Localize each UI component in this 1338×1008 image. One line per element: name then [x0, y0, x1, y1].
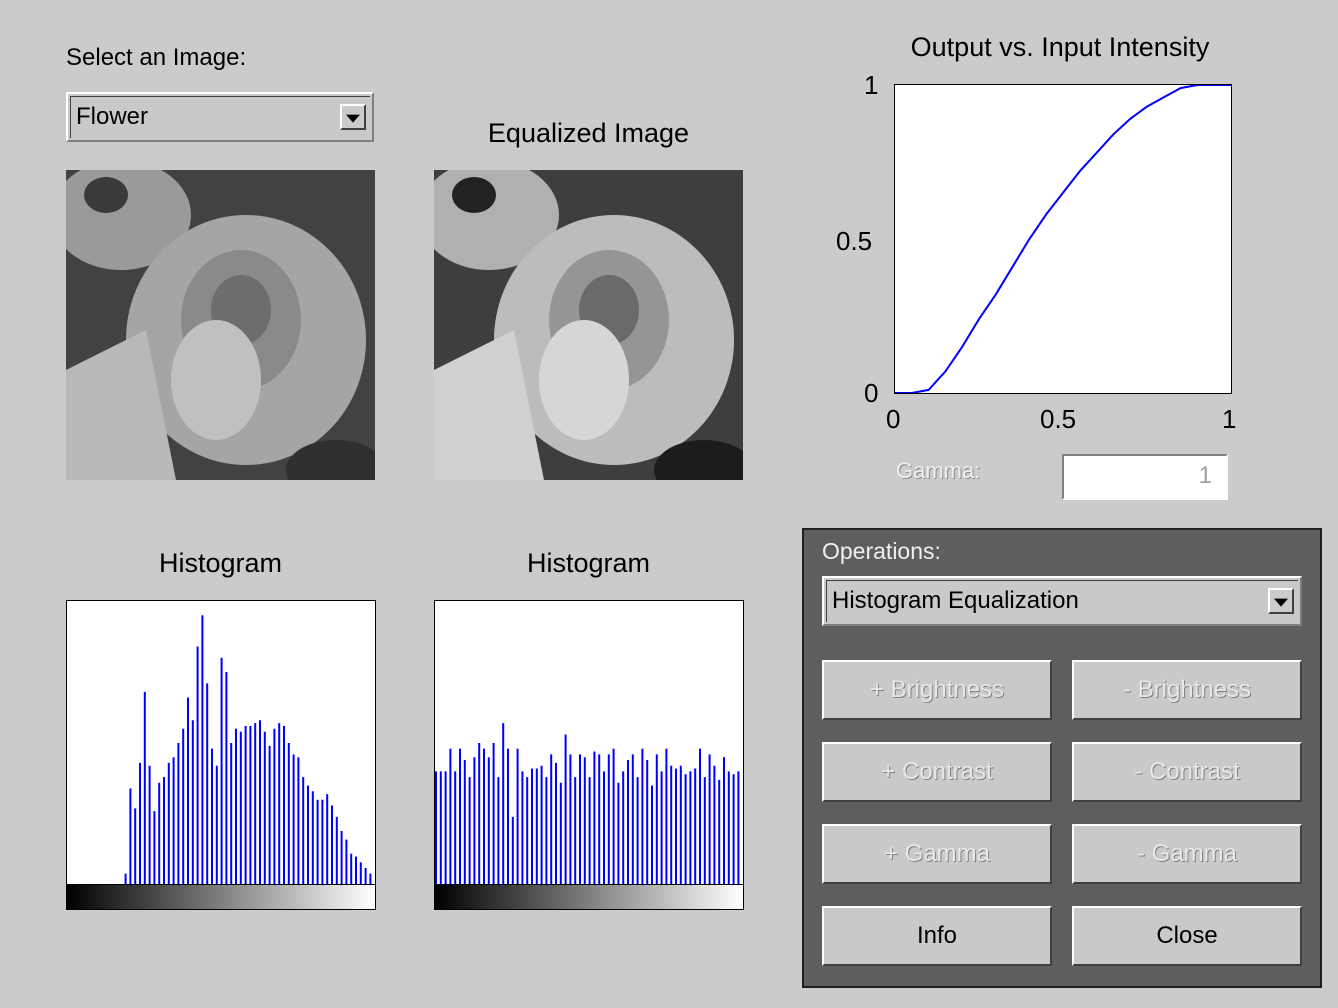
flower-equalized-image — [434, 170, 743, 480]
histogram-left-axes — [66, 600, 376, 886]
x-tick-0: 0 — [886, 404, 901, 434]
curve-plot-title: Output vs. Input Intensity — [910, 32, 1210, 62]
operations-panel: Operations: Histogram Equalization + Bri… — [802, 528, 1322, 988]
equalized-image — [434, 170, 743, 480]
curve-plot-line — [895, 84, 1231, 394]
plus-contrast-button[interactable]: + Contrast — [822, 742, 1052, 802]
image-select-dropdown[interactable]: Flower — [66, 92, 374, 142]
curve-series-line — [895, 84, 1231, 394]
image-select-value: Flower — [76, 103, 149, 130]
gamma-input[interactable]: 1 — [1062, 454, 1228, 500]
histogram-left-colorbar — [66, 884, 376, 910]
minus-gamma-button[interactable]: - Gamma — [1072, 824, 1302, 884]
flower-grayscale-image — [66, 170, 375, 480]
operations-label: Operations: — [822, 538, 941, 564]
histogram-right-plot — [435, 723, 740, 885]
minus-brightness-button[interactable]: - Brightness — [1072, 660, 1302, 720]
plus-gamma-button[interactable]: + Gamma — [822, 824, 1052, 884]
select-image-label: Select an Image: — [66, 44, 247, 71]
chevron-down-icon[interactable] — [1268, 588, 1294, 614]
operations-select-dropdown[interactable]: Histogram Equalization — [822, 576, 1302, 626]
y-tick-0: 0 — [864, 378, 879, 408]
operations-select-value: Histogram Equalization — [832, 587, 1079, 614]
chevron-down-icon[interactable] — [340, 104, 366, 130]
histogram-left-plot — [124, 615, 372, 885]
histogram-right-axes — [434, 600, 744, 886]
minus-contrast-button[interactable]: - Contrast — [1072, 742, 1302, 802]
histogram-left-title: Histogram — [158, 548, 283, 578]
y-tick-1: 1 — [864, 70, 879, 100]
x-tick-0-5: 0.5 — [1040, 404, 1077, 434]
equalized-image-title: Equalized Image — [487, 118, 690, 148]
plus-brightness-button[interactable]: + Brightness — [822, 660, 1052, 720]
y-tick-0-5: 0.5 — [836, 226, 873, 256]
x-tick-1: 1 — [1222, 404, 1237, 434]
histogram-right-colorbar — [434, 884, 744, 910]
info-button[interactable]: Info — [822, 906, 1052, 966]
curve-plot-axes — [894, 84, 1232, 394]
close-button[interactable]: Close — [1072, 906, 1302, 966]
original-image — [66, 170, 375, 480]
gamma-label: Gamma: — [896, 458, 981, 483]
histogram-right-title: Histogram — [526, 548, 651, 578]
